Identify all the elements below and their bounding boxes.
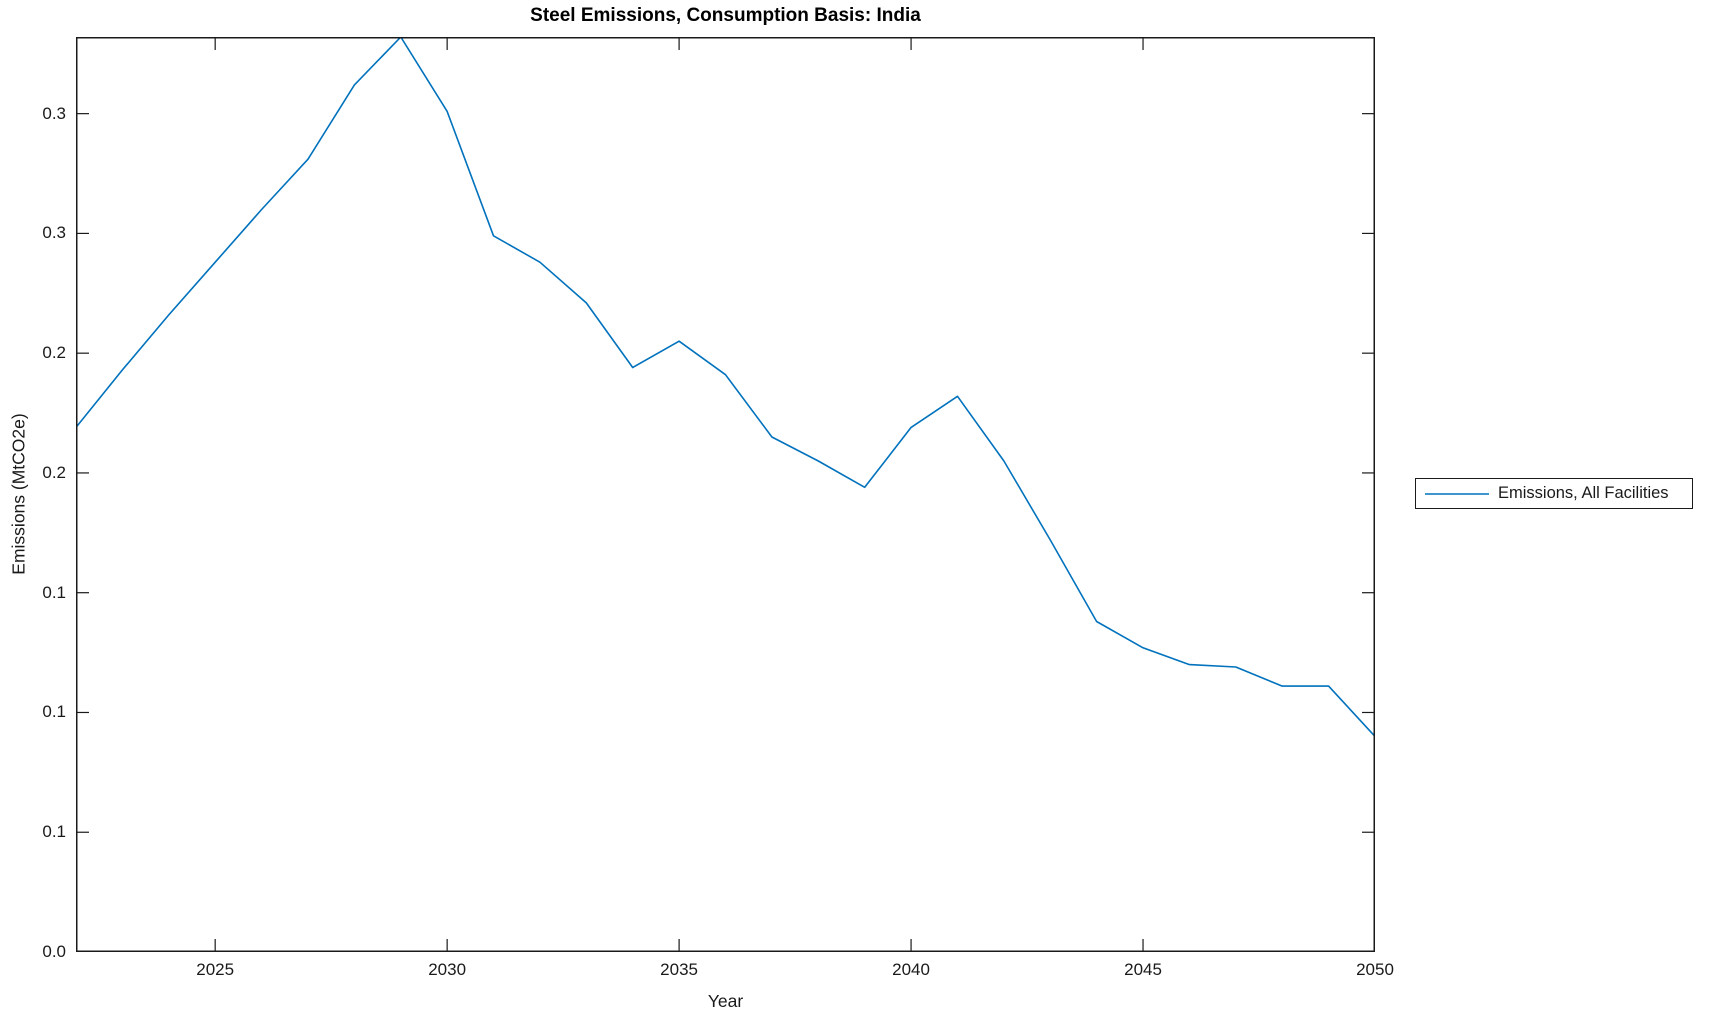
legend-line-sample-icon bbox=[1425, 492, 1489, 495]
line-chart-svg bbox=[76, 37, 1375, 952]
y-tick-label: 0.3 bbox=[42, 103, 66, 123]
y-tick-label: 0.1 bbox=[42, 822, 66, 842]
x-tick-label: 2035 bbox=[660, 960, 698, 979]
y-tick-label: 0.1 bbox=[42, 702, 66, 722]
y-axis-label: Emissions (MtCO2e) bbox=[8, 413, 29, 575]
x-tick-label: 2025 bbox=[196, 960, 235, 979]
emissions-line-series bbox=[76, 37, 1375, 737]
x-tick-label: 2040 bbox=[892, 960, 930, 979]
plot-border bbox=[76, 37, 1375, 952]
axis-ticks bbox=[77, 38, 1375, 952]
x-tick-label: 2045 bbox=[1124, 960, 1162, 979]
legend: Emissions, All Facilities bbox=[1415, 478, 1693, 509]
x-tick-label: 2050 bbox=[1356, 960, 1394, 979]
legend-label: Emissions, All Facilities bbox=[1498, 484, 1669, 502]
y-tick-label: 0.3 bbox=[42, 223, 66, 243]
plot-area bbox=[76, 37, 1375, 952]
y-tick-label: 0.1 bbox=[42, 582, 66, 602]
y-tick-label: 0.2 bbox=[42, 343, 66, 363]
y-tick-label: 0.0 bbox=[42, 942, 66, 961]
chart-title: Steel Emissions, Consumption Basis: Indi… bbox=[530, 5, 921, 26]
y-tick-label: 0.2 bbox=[42, 462, 66, 482]
x-tick-label: 2030 bbox=[428, 960, 467, 979]
x-axis-label: Year bbox=[707, 991, 744, 1011]
